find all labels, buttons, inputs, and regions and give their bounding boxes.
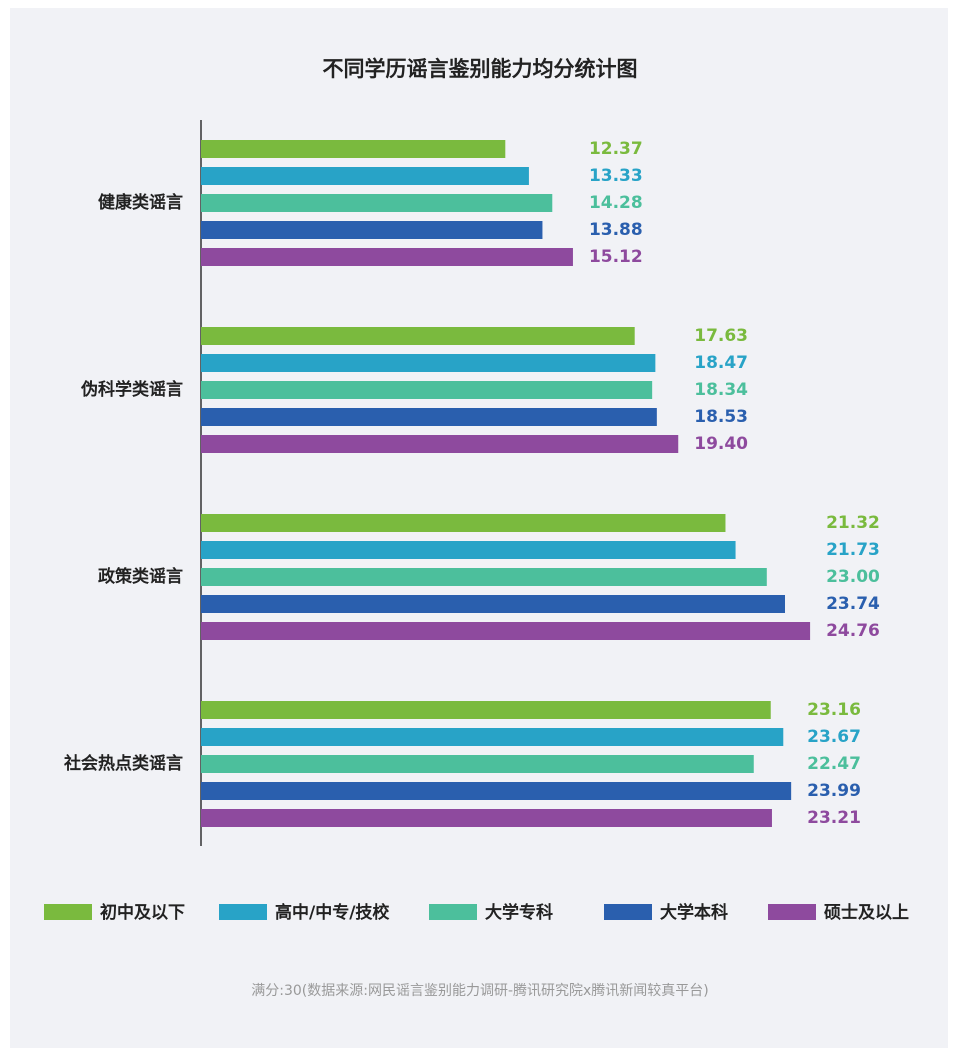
bar <box>201 782 792 800</box>
bar <box>201 167 529 185</box>
legend-swatch <box>44 904 92 920</box>
bar <box>201 248 573 266</box>
value-label: 23.99 <box>807 781 861 801</box>
bar <box>201 381 653 399</box>
bar <box>201 755 754 773</box>
legend-label: 硕士及以上 <box>824 902 909 923</box>
legend-label: 大学专科 <box>485 902 553 923</box>
footnote: 满分:30(数据来源:网民谣言鉴别能力调研-腾讯研究院x腾讯新闻较真平台) <box>251 982 709 999</box>
bar <box>201 140 506 158</box>
value-label: 15.12 <box>589 247 643 267</box>
bar <box>201 541 736 559</box>
bar <box>201 435 679 453</box>
value-label: 23.00 <box>826 567 880 587</box>
legend-swatch <box>768 904 816 920</box>
bar <box>201 568 767 586</box>
chart-title: 不同学历谣言鉴别能力均分统计图 <box>323 57 638 81</box>
bar <box>201 701 771 719</box>
value-label: 23.21 <box>807 808 861 828</box>
value-label: 14.28 <box>589 193 643 213</box>
category-label: 社会热点类谣言 <box>63 753 183 774</box>
bar <box>201 354 656 372</box>
bar <box>201 327 635 345</box>
legend-swatch <box>604 904 652 920</box>
bar <box>201 622 811 640</box>
value-label: 12.37 <box>589 139 643 159</box>
value-label: 18.53 <box>694 407 748 427</box>
value-label: 19.40 <box>694 434 748 454</box>
bar <box>201 809 772 827</box>
bar <box>201 194 553 212</box>
value-label: 23.16 <box>807 700 861 720</box>
legend-swatch <box>429 904 477 920</box>
value-label: 21.73 <box>826 540 880 560</box>
value-label: 23.67 <box>807 727 861 747</box>
bar <box>201 595 786 613</box>
category-label: 伪科学类谣言 <box>80 379 183 400</box>
bar <box>201 408 657 426</box>
legend-label: 高中/中专/技校 <box>275 902 390 923</box>
value-label: 24.76 <box>826 621 880 641</box>
legend-swatch <box>219 904 267 920</box>
value-label: 18.34 <box>694 380 748 400</box>
bar <box>201 514 726 532</box>
bar <box>201 728 784 746</box>
value-label: 13.33 <box>589 166 643 186</box>
value-label: 22.47 <box>807 754 861 774</box>
category-label: 政策类谣言 <box>98 566 183 587</box>
value-label: 13.88 <box>589 220 643 240</box>
value-label: 21.32 <box>826 513 880 533</box>
legend-label: 初中及以下 <box>100 902 185 923</box>
value-label: 17.63 <box>694 326 748 346</box>
legend-label: 大学本科 <box>660 902 728 923</box>
value-label: 18.47 <box>694 353 748 373</box>
category-label: 健康类谣言 <box>98 192 183 213</box>
bar <box>201 221 543 239</box>
value-label: 23.74 <box>826 594 880 614</box>
